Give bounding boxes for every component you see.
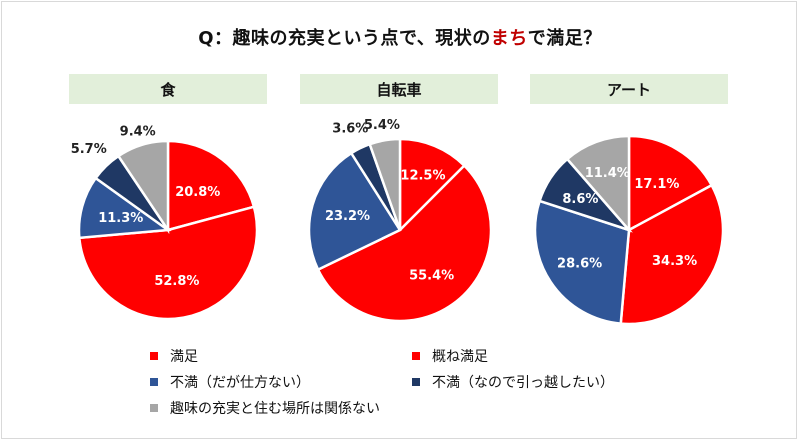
pie-data-label: 3.6% [332,122,368,137]
pie-data-label: 12.5% [400,169,445,184]
pie-header-label: アート [606,80,652,99]
legend-label: 満足 [170,349,198,365]
pie-header-art: アート [530,74,728,104]
pie-data-label: 5.4% [364,118,400,133]
pie-slice [619,183,725,326]
title-text-after: で満足？ [527,28,602,49]
legend-swatch [150,404,158,412]
chart-title: Q：趣味の充実という点で、現状のまちで満足？ [0,24,800,50]
legend-label: 不満（なので引っ越したい） [432,375,614,391]
legend-item-satisfied: 満足 [150,346,198,366]
pie-data-label: 23.2% [325,209,370,224]
pie-header-bicycle: 自転車 [300,74,498,104]
legend-label: 概ね満足 [432,349,488,365]
legend-item-dissatisfied-move: 不満（なので引っ越したい） [412,372,614,392]
pie-data-label: 34.3% [652,254,697,269]
legend-label: 不満（だが仕方ない） [170,375,310,391]
legend-swatch [412,378,420,386]
pie-data-label: 11.3% [98,211,143,226]
legend-item-unrelated: 趣味の充実と住む場所は関係ない [150,398,380,418]
pie-data-label: 17.1% [634,177,679,192]
pie-slice [116,139,170,235]
pie-header-label: 食 [160,80,176,99]
pie-data-label: 11.4% [585,166,630,181]
legend-item-mostly-satisfied: 概ね満足 [412,346,488,366]
pie-header-label: 自転車 [376,80,422,99]
legend-label: 趣味の充実と住む場所は関係ない [170,401,380,417]
title-text-accent: まち [490,28,528,49]
pie-slice [307,151,402,272]
pie-header-food: 食 [69,74,267,104]
legend-swatch [412,352,420,360]
pie-data-label: 52.8% [154,274,199,289]
pie-data-label: 28.6% [557,257,602,272]
pie-slice [627,134,714,233]
legend-swatch [150,352,158,360]
legend-swatch [150,378,158,386]
pie-data-label: 9.4% [120,124,156,139]
pie-slice [565,134,631,234]
pie-slice [533,199,631,325]
title-text-before: Q：趣味の充実という点で、現状の [198,28,491,49]
pie-data-label: 5.7% [71,142,107,157]
pie-slice [398,137,467,234]
pie-data-label: 55.4% [409,268,454,283]
pie-slice [166,139,256,232]
pie-slice [368,137,402,231]
pie-slice [316,163,493,323]
legend-item-dissatisfied-accept: 不満（だが仕方ない） [150,372,310,392]
pie-data-label: 20.8% [175,185,220,200]
pie-data-label: 8.6% [562,192,598,207]
